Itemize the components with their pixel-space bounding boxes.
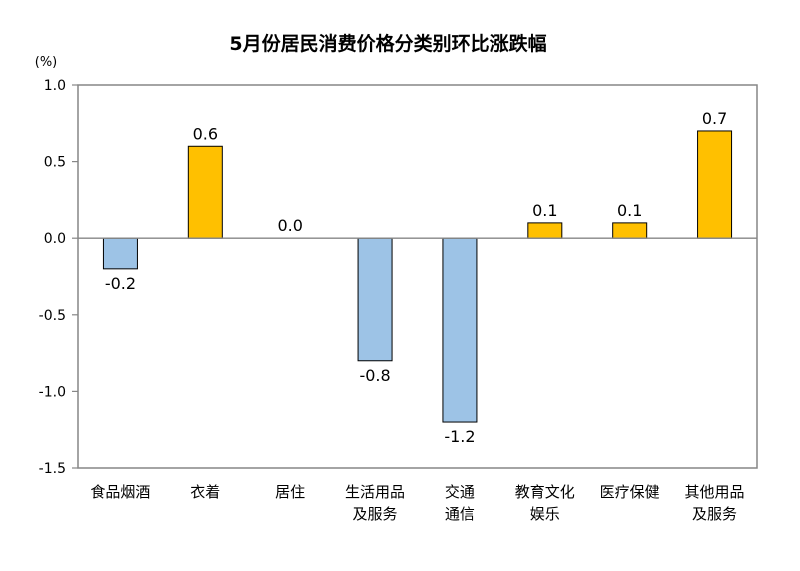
x-tick-label: 其他用品 [685,483,745,501]
x-tick-label: 医疗保健 [600,483,660,501]
bar [527,222,563,239]
bar [102,237,138,270]
y-unit-label: (%) [35,55,58,70]
data-label: -0.8 [359,366,390,385]
y-tick-label: 1.0 [44,78,66,94]
bar [187,145,223,239]
data-label: -0.2 [105,274,136,293]
x-tick-label: 交通 [445,483,475,501]
y-tick-label: 0.5 [44,155,66,171]
data-label: -1.2 [444,427,475,446]
x-tick-label: 娱乐 [530,505,560,523]
x-tick-label: 生活用品 [345,483,405,501]
y-tick-label: -1.0 [39,384,66,400]
data-label: 0.1 [617,201,642,220]
x-tick-label: 及服务 [692,505,737,523]
x-tick-label: 食品烟酒 [90,483,150,501]
x-tick-label: 通信 [445,505,475,523]
data-label: 0.0 [277,216,302,235]
y-tick-label: 0.0 [44,231,66,247]
chart-title: 5月份居民消费价格分类别环比涨跌幅 [229,32,546,55]
data-label: 0.6 [193,124,218,143]
y-tick-label: -0.5 [39,308,66,324]
x-tick-label: 居住 [275,483,305,501]
x-tick-label: 衣着 [190,483,220,501]
bar [442,237,478,423]
bar [697,130,733,239]
x-tick-label: 及服务 [353,505,398,523]
x-tick-label: 教育文化 [515,483,575,501]
y-tick-label: -1.5 [39,461,66,477]
bar [357,237,393,362]
bar [612,222,648,239]
data-label: 0.1 [532,201,557,220]
data-label: 0.7 [702,109,727,128]
plot-area [77,84,758,469]
